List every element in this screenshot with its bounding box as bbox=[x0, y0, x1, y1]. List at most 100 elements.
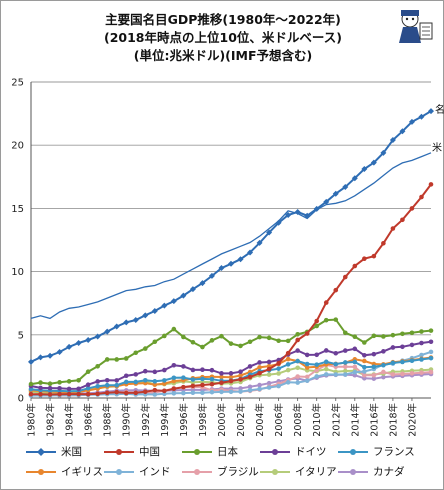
data-point bbox=[66, 386, 72, 392]
data-point bbox=[257, 386, 262, 392]
y-tick-label: 0 bbox=[18, 394, 24, 405]
data-point bbox=[266, 335, 272, 341]
data-point bbox=[238, 369, 243, 375]
data-point bbox=[371, 364, 377, 370]
x-tick-label: 2016年 bbox=[368, 403, 380, 437]
data-point bbox=[428, 369, 434, 375]
data-point bbox=[390, 360, 396, 366]
data-point bbox=[47, 385, 53, 391]
data-point bbox=[400, 371, 405, 377]
data-point bbox=[56, 348, 63, 355]
data-point bbox=[200, 390, 205, 395]
data-point bbox=[171, 378, 177, 384]
data-point bbox=[114, 389, 120, 395]
data-point bbox=[104, 328, 111, 335]
data-point bbox=[418, 113, 425, 120]
data-point bbox=[362, 352, 367, 358]
data-point bbox=[28, 391, 34, 397]
data-point bbox=[351, 175, 358, 182]
x-tick-label: 1984年 bbox=[64, 403, 76, 437]
data-point bbox=[257, 365, 262, 370]
data-point bbox=[209, 367, 215, 373]
data-point bbox=[294, 208, 301, 215]
x-tick-label: 1982年 bbox=[45, 403, 57, 437]
data-point bbox=[85, 382, 91, 388]
data-point bbox=[333, 372, 339, 377]
data-point bbox=[162, 367, 167, 373]
legend-label: 中国 bbox=[139, 446, 160, 458]
legend-swatch bbox=[26, 469, 56, 475]
data-point bbox=[95, 391, 100, 397]
data-point bbox=[389, 137, 396, 144]
data-point bbox=[85, 385, 91, 391]
legend-label: イギリス bbox=[61, 466, 103, 478]
data-point bbox=[314, 323, 320, 329]
data-point bbox=[381, 334, 386, 339]
data-point bbox=[285, 211, 292, 218]
data-point bbox=[200, 382, 205, 388]
data-point bbox=[257, 382, 262, 388]
data-point bbox=[323, 366, 329, 372]
data-point bbox=[285, 338, 291, 344]
data-point bbox=[304, 374, 310, 380]
data-point bbox=[152, 392, 158, 397]
data-point bbox=[133, 379, 139, 385]
data-point bbox=[352, 364, 358, 370]
data-point bbox=[209, 389, 215, 395]
data-point bbox=[371, 333, 377, 339]
data-point bbox=[66, 379, 72, 384]
data-point bbox=[218, 265, 225, 272]
legend-label: インド bbox=[139, 466, 171, 478]
data-point bbox=[219, 380, 224, 386]
data-point bbox=[189, 286, 196, 293]
data-point bbox=[171, 362, 177, 368]
data-point bbox=[238, 377, 243, 382]
data-point bbox=[370, 159, 377, 166]
data-point bbox=[133, 372, 139, 377]
data-point bbox=[228, 374, 234, 380]
data-point bbox=[362, 369, 367, 374]
legend-swatch bbox=[338, 469, 368, 475]
data-point bbox=[295, 358, 300, 364]
chart-title-line-1: 主要国名目GDP推移(1980年～2022年) bbox=[105, 12, 341, 27]
x-tick-label: 2002年 bbox=[235, 403, 247, 437]
x-tick-label: 2006年 bbox=[273, 403, 285, 437]
legend-label: ドイツ bbox=[295, 446, 327, 458]
x-tick-label: 2012年 bbox=[330, 403, 342, 437]
data-point bbox=[295, 337, 300, 343]
data-point bbox=[266, 366, 272, 372]
data-point bbox=[257, 334, 262, 340]
data-point bbox=[266, 385, 272, 390]
y-tick-label: 5 bbox=[18, 330, 24, 341]
data-point bbox=[295, 380, 300, 385]
data-point bbox=[95, 383, 100, 389]
data-point bbox=[190, 367, 196, 373]
data-point bbox=[104, 390, 110, 396]
legend-swatch bbox=[260, 449, 290, 455]
data-point bbox=[162, 388, 167, 394]
data-point bbox=[123, 319, 130, 326]
data-point bbox=[162, 381, 167, 386]
data-point bbox=[428, 349, 434, 355]
y-tick-label: 15 bbox=[11, 204, 24, 215]
data-point bbox=[219, 374, 224, 380]
legend-swatch bbox=[260, 469, 290, 475]
data-point bbox=[142, 346, 148, 351]
data-point bbox=[170, 298, 177, 305]
data-point bbox=[66, 391, 72, 397]
data-point bbox=[381, 240, 386, 246]
end-label-upper: 名 bbox=[435, 103, 444, 116]
data-point bbox=[419, 370, 424, 376]
data-point bbox=[371, 372, 377, 378]
data-point bbox=[323, 348, 329, 353]
data-point bbox=[123, 356, 129, 361]
data-point bbox=[152, 382, 158, 387]
data-point bbox=[409, 342, 415, 348]
data-point bbox=[104, 357, 110, 362]
data-point bbox=[304, 365, 310, 370]
data-point bbox=[228, 260, 234, 267]
data-point bbox=[190, 377, 196, 382]
data-point bbox=[152, 387, 158, 393]
data-point bbox=[152, 379, 158, 384]
data-point bbox=[57, 380, 62, 385]
